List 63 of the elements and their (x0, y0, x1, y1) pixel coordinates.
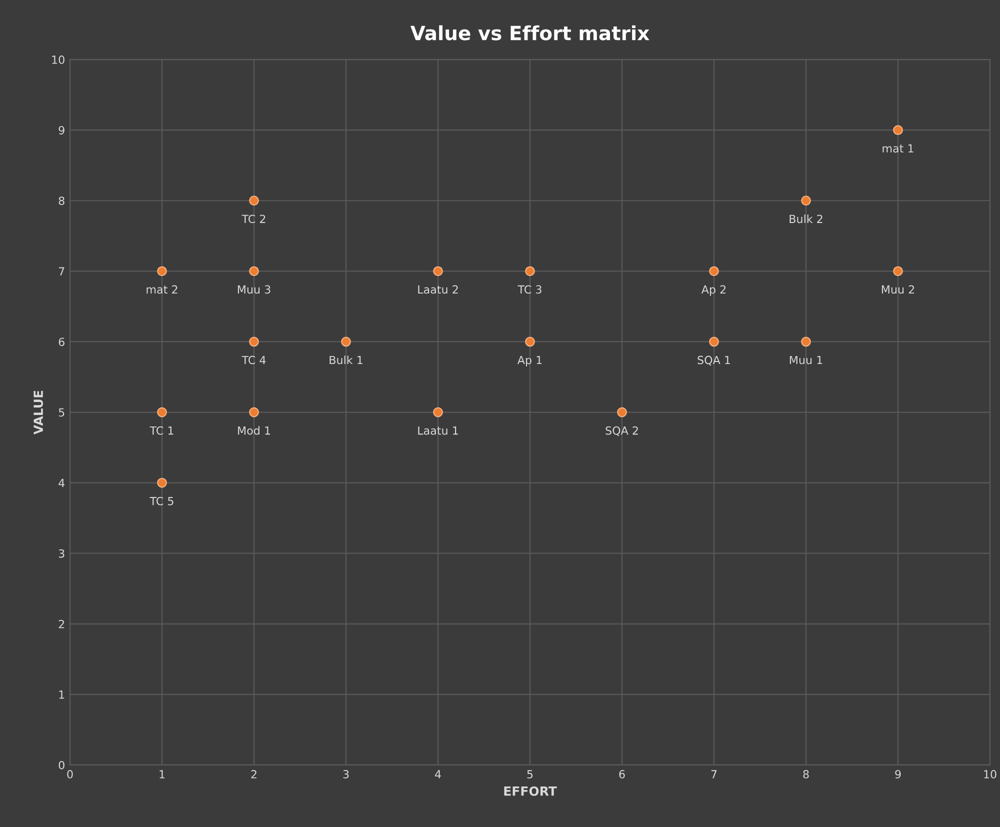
annotation: Laatu 2 (418, 285, 458, 294)
y-tick-label: 0 (58, 760, 64, 770)
annotation: Muu 3 (238, 285, 270, 294)
chart-title: Value vs Effort matrix (410, 25, 650, 40)
point (617, 407, 627, 418)
y-tick-label: 2 (58, 620, 64, 628)
annotation: SQA 2 (606, 426, 638, 436)
point (249, 336, 259, 347)
x-tick-label: 2 (251, 770, 256, 778)
annotation: mat 1 (882, 144, 914, 153)
point (341, 336, 351, 347)
x-axis-title: EFFORT (504, 786, 557, 796)
point (433, 266, 443, 276)
x-tick-label: 5 (527, 770, 533, 778)
annotation: Laatu 1 (418, 426, 458, 435)
point (249, 266, 259, 276)
point (893, 266, 903, 276)
point (801, 196, 811, 206)
annotation: Mod 1 (238, 426, 270, 435)
x-tick-label: 1 (160, 770, 165, 778)
y-tick-label: 5 (58, 408, 64, 417)
annotation: Ap 1 (517, 356, 542, 366)
point (709, 266, 719, 276)
point (249, 407, 259, 418)
point (157, 478, 167, 488)
annotation: Bulk 2 (790, 214, 822, 224)
x-tick-label: 6 (619, 770, 625, 778)
annotation: mat 2 (146, 285, 178, 294)
y-tick-label: 7 (58, 267, 64, 276)
point (709, 336, 719, 347)
annotation: TC 3 (518, 285, 542, 294)
x-tick-label: 9 (895, 770, 901, 778)
annotation: Muu 2 (882, 285, 914, 294)
annotation: TC 4 (242, 356, 266, 364)
y-tick-label: 9 (58, 126, 64, 134)
annotation: Bulk 1 (330, 356, 362, 364)
point (433, 407, 443, 418)
x-tick-label: 4 (435, 770, 441, 778)
y-tick-label: 3 (58, 549, 64, 558)
annotation: TC 1 (150, 426, 174, 435)
y-tick-label: 10 (52, 56, 64, 64)
x-tick-label: 8 (803, 770, 809, 778)
annotation: Muu 1 (790, 356, 822, 364)
x-tick-label: 3 (343, 770, 349, 778)
annotation: TC 2 (242, 214, 266, 224)
point (157, 407, 167, 418)
point (157, 266, 167, 276)
point (525, 266, 535, 276)
point (801, 336, 811, 347)
point (525, 336, 535, 347)
y-tick-label: 6 (58, 338, 64, 346)
point (893, 125, 903, 136)
x-tick-label: 7 (711, 770, 717, 778)
annotation: TC 5 (150, 496, 174, 506)
y-tick-label: 4 (58, 478, 65, 488)
annotation: SQA 1 (698, 356, 730, 366)
annotation: Ap 2 (701, 285, 726, 296)
y-tick-label: 1 (59, 690, 64, 699)
point (249, 196, 259, 206)
x-tick-label: 10 (984, 770, 996, 778)
x-tick-label: 0 (67, 770, 73, 778)
y-axis-title: VALUE (34, 390, 44, 435)
y-tick-label: 8 (58, 196, 64, 206)
